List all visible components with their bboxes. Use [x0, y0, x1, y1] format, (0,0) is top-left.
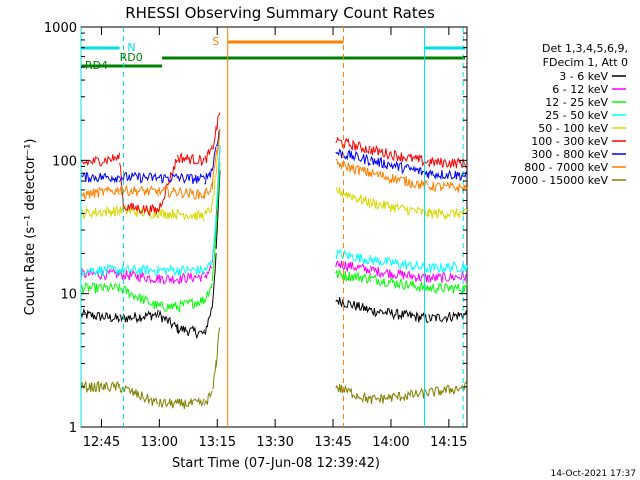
chart-title: RHESSI Observing Summary Count Rates — [125, 4, 435, 22]
y-tick-label: 10 — [60, 288, 77, 303]
y-tick-label: 1 — [69, 421, 77, 436]
timestamp: 14-Oct-2021 17:37 — [551, 469, 636, 479]
x-tick-label: 14:00 — [372, 435, 409, 450]
x-tick-label: 14:15 — [430, 435, 467, 450]
series-line — [80, 112, 468, 217]
legend-entry-label: 12 - 25 keV — [545, 96, 608, 109]
legend-entry-label: 50 - 100 keV — [538, 122, 608, 135]
flag-label-rd4: RD4 — [85, 59, 108, 72]
x-axis-label: Start Time (07-Jun-08 12:39:42) — [172, 456, 380, 471]
series-line — [80, 327, 468, 409]
legend-entry-label: 25 - 50 keV — [545, 109, 608, 122]
series-line — [80, 162, 468, 314]
flag-label-n: N — [127, 41, 135, 54]
flag-label-s: S — [212, 35, 219, 48]
legend-entry-label: 3 - 6 keV — [559, 70, 608, 83]
series-line — [80, 128, 468, 201]
axis-layer: 1 10 100 1000 12:45 13:00 13:15 13:30 13:45 14:00… — [44, 21, 468, 450]
legend-entry-label: 300 - 800 keV — [531, 148, 608, 161]
x-tick-label: 13:30 — [256, 435, 293, 450]
x-tick-label: 13:45 — [314, 435, 351, 450]
series-line — [80, 129, 468, 185]
y-tick-label: 100 — [52, 154, 77, 169]
y-axis-label: Count Rate (s⁻¹ detector⁻¹) — [23, 139, 38, 316]
plot-frame — [80, 26, 468, 428]
legend-entry-label: 7000 - 15000 keV — [510, 174, 608, 187]
legend-header: FDecim 1, Att 0 — [543, 56, 628, 69]
x-tick-label: 13:15 — [199, 435, 236, 450]
legend-entry-label: 800 - 7000 keV — [524, 161, 608, 174]
legend-entry-label: 100 - 300 keV — [531, 135, 608, 148]
x-tick-label: 12:45 — [83, 435, 120, 450]
series-line — [80, 145, 468, 277]
legend-header: Det 1,3,4,5,6,9, — [542, 42, 628, 55]
legend: Det 1,3,4,5,6,9,FDecim 1, Att 03 - 6 keV… — [510, 42, 628, 187]
y-tick-label: 1000 — [44, 21, 77, 36]
flag-label-rd0: RD0 — [120, 51, 143, 64]
series-line — [80, 170, 468, 340]
x-tick-label: 13:00 — [141, 435, 178, 450]
legend-entry-label: 6 - 12 keV — [552, 83, 608, 96]
